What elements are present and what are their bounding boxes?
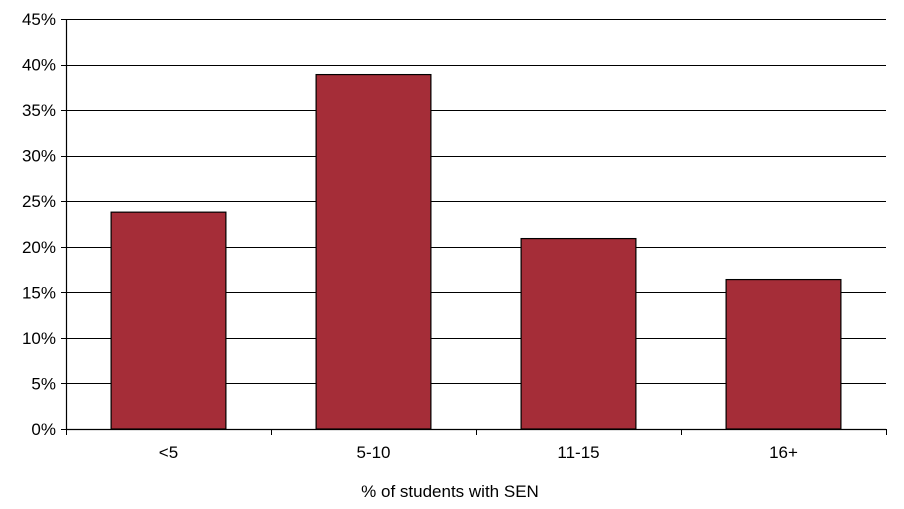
y-tick-labels: 0% 5% 10% 15% 20% 25% 30% 35% 40% 45%: [22, 10, 56, 439]
x-axis-title: % of students with SEN: [361, 482, 539, 501]
y-tick-label: 40%: [22, 56, 56, 75]
y-tick-label: 20%: [22, 238, 56, 257]
x-tick-label: 11-15: [557, 443, 599, 462]
bars: [110, 73, 842, 430]
x-tick-label: 5-10: [356, 443, 390, 462]
bar-1115: [520, 237, 637, 430]
y-tick-label: 10%: [22, 329, 56, 348]
axes: [61, 19, 887, 435]
x-tick-label: <5: [159, 443, 178, 462]
y-tick-label: 5%: [31, 374, 56, 393]
y-tick-label: 30%: [22, 147, 56, 166]
y-tick-label: 45%: [22, 10, 56, 29]
bar-16: [725, 278, 842, 430]
bar-5: [110, 211, 227, 430]
x-tick-label: 16+: [769, 443, 798, 462]
y-tick-label: 0%: [31, 420, 56, 439]
y-tick-label: 15%: [22, 283, 56, 302]
bar-510: [315, 73, 432, 430]
y-tick-label: 25%: [22, 192, 56, 211]
y-tick-label: 35%: [22, 101, 56, 120]
x-tick-labels: <5 5-10 11-15 16+: [159, 443, 798, 462]
